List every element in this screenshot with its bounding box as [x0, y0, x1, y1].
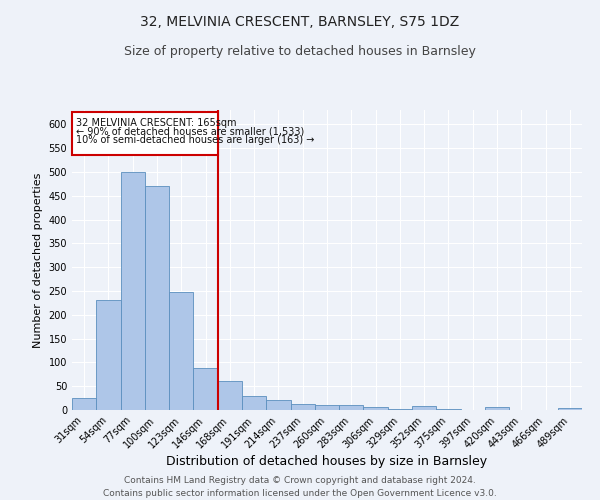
Bar	[218, 382, 242, 410]
Bar	[485, 407, 509, 410]
Text: 32 MELVINIA CRESCENT: 165sqm: 32 MELVINIA CRESCENT: 165sqm	[76, 118, 236, 128]
X-axis label: Distribution of detached houses by size in Barnsley: Distribution of detached houses by size …	[166, 456, 488, 468]
Bar	[96, 300, 121, 410]
Text: ← 90% of detached houses are smaller (1,533): ← 90% of detached houses are smaller (1,…	[76, 126, 304, 136]
Bar	[364, 406, 388, 410]
FancyBboxPatch shape	[72, 112, 218, 155]
Y-axis label: Number of detached properties: Number of detached properties	[33, 172, 43, 348]
Bar	[169, 292, 193, 410]
Text: Size of property relative to detached houses in Barnsley: Size of property relative to detached ho…	[124, 45, 476, 58]
Bar	[121, 172, 145, 410]
Bar	[72, 398, 96, 410]
Bar	[436, 408, 461, 410]
Text: 10% of semi-detached houses are larger (163) →: 10% of semi-detached houses are larger (…	[76, 135, 314, 145]
Bar	[266, 400, 290, 410]
Bar	[290, 404, 315, 410]
Text: Contains public sector information licensed under the Open Government Licence v3: Contains public sector information licen…	[103, 488, 497, 498]
Bar	[339, 405, 364, 410]
Bar	[315, 405, 339, 410]
Bar	[242, 396, 266, 410]
Text: Contains HM Land Registry data © Crown copyright and database right 2024.: Contains HM Land Registry data © Crown c…	[124, 476, 476, 485]
Bar	[558, 408, 582, 410]
Text: 32, MELVINIA CRESCENT, BARNSLEY, S75 1DZ: 32, MELVINIA CRESCENT, BARNSLEY, S75 1DZ	[140, 15, 460, 29]
Bar	[388, 408, 412, 410]
Bar	[193, 368, 218, 410]
Bar	[412, 406, 436, 410]
Bar	[145, 186, 169, 410]
